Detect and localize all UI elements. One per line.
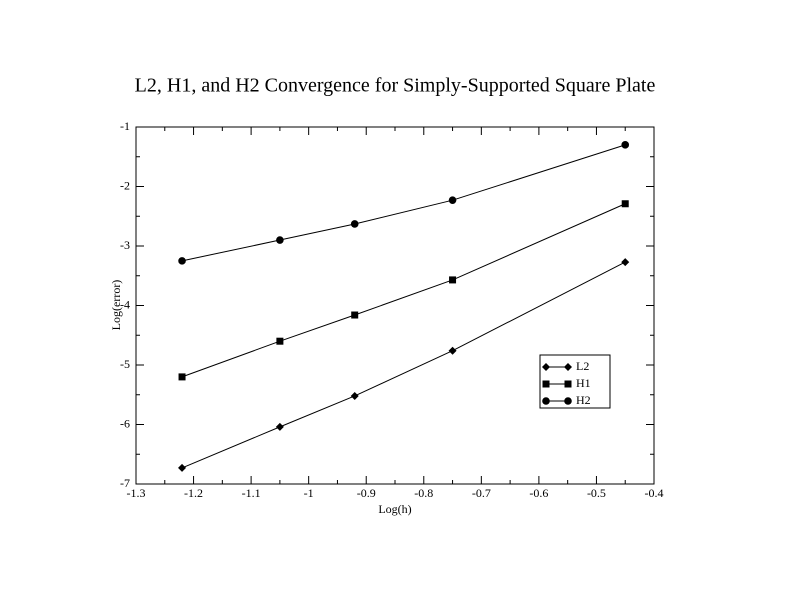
legend-box [539,354,611,409]
x-tick-label: -0.5 [587,486,606,500]
x-tick-label: -1 [304,486,314,500]
marker [564,380,572,388]
x-tick-label: -1.3 [127,486,146,500]
marker [448,346,457,355]
x-tick-label: -0.4 [645,486,664,500]
x-tick-label: -0.9 [357,486,376,500]
legend-label: H2 [576,393,591,407]
marker [276,236,284,244]
marker [350,220,359,228]
marker [449,276,457,284]
marker [275,422,284,431]
marker [276,337,284,345]
marker [542,380,550,388]
marker [178,373,186,381]
legend-label: L2 [576,359,589,373]
y-tick-label: -3 [120,238,130,252]
y-tick-label: -2 [120,178,130,192]
legend-label: H1 [576,376,591,390]
y-tick-label: -7 [120,476,130,490]
y-tick-label: -1 [120,119,130,133]
x-tick-label: -1.2 [184,486,203,500]
marker [542,363,550,371]
marker [178,463,187,472]
x-axis-label: Log(h) [378,502,411,516]
x-tick-label: -0.6 [529,486,548,500]
marker [542,397,550,405]
x-tick-label: -0.7 [472,486,491,500]
y-tick-label: -6 [120,416,130,430]
chart-title: L2, H1, and H2 Convergence for Simply-Su… [135,75,656,97]
x-tick-label: -1.1 [242,486,261,500]
marker [351,311,359,319]
marker [621,141,630,149]
y-axis-label: Log(error) [109,280,123,331]
marker [564,363,572,371]
marker [564,397,572,405]
marker [350,391,359,400]
marker [621,258,630,267]
marker [178,257,186,265]
x-tick-label: -0.8 [414,486,433,500]
y-tick-label: -5 [120,357,130,371]
marker [621,200,629,208]
marker [448,196,457,204]
y-tick-label: -4 [120,297,130,311]
